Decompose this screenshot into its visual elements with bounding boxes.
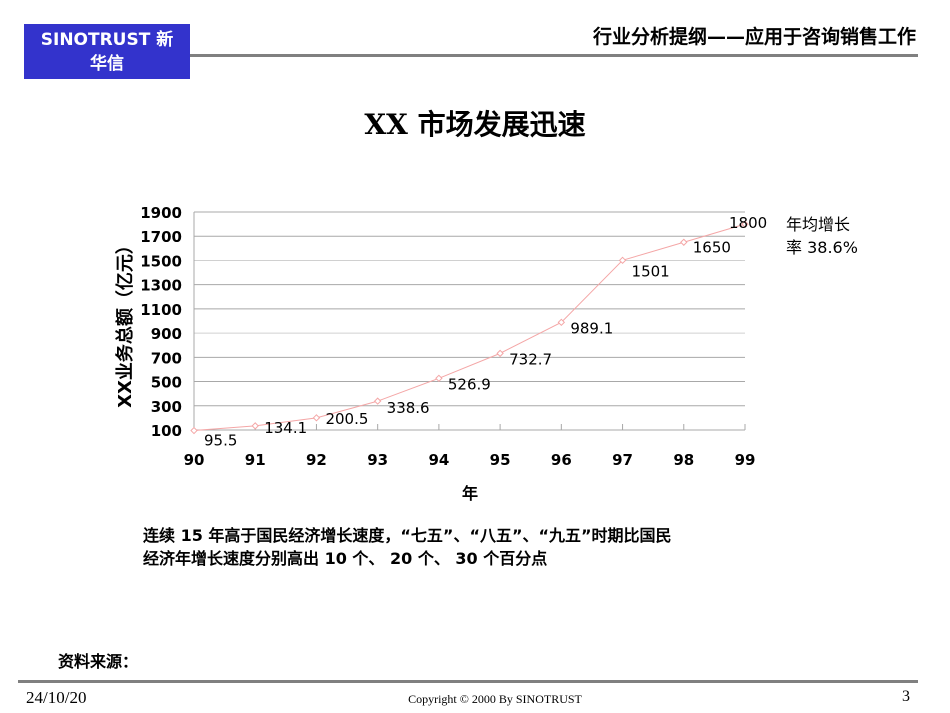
note-line-2: 经济年增长速度分别高出 10 个、 20 个、 30 个百分点 [143,549,548,568]
data-point-marker [496,349,504,358]
data-label: 526.9 [448,375,491,393]
data-label: 1650 [693,238,731,256]
x-axis-label: 年 [462,484,479,503]
data-label: 1800 [729,214,767,232]
data-label: 732.7 [509,350,552,368]
annotation-line-1: 年均增长 [786,215,851,234]
y-tick-label: 1900 [140,204,182,222]
data-point-marker [618,256,627,265]
data-point-marker [251,422,259,430]
x-tick-label: 92 [306,451,327,469]
y-axis-ticks: 100 300 500 700 900 1100 1300 1500 1700 1900 [140,204,182,440]
footer-date: 24/10/20 [26,688,87,707]
data-labels: 95.5 134.1 200.5 338.6 526.9 732.7 989.1 1501 16… [204,214,767,449]
chart-gridlines [193,211,746,431]
data-point-marker [557,318,566,327]
note-line-1: 连续 15 年高于国民经济增长速度，“七五”、“八五”、“九五”时期比国民 [143,526,672,545]
y-axis-label: XX业务总额（亿元） [115,236,136,408]
x-tick-label: 90 [184,451,205,469]
x-tick-label: 97 [612,451,633,469]
y-tick-label: 300 [151,398,182,416]
y-tick-label: 1700 [140,228,182,246]
data-label: 989.1 [570,319,613,337]
data-point-marker [435,374,443,383]
x-axis-ticks: 90 91 92 93 94 95 96 97 98 99 [184,451,756,469]
x-tick-label: 94 [428,451,449,469]
page-number: 3 [902,688,910,705]
logo-line-1: SINOTRUST 新 [40,30,174,50]
data-label: 200.5 [325,410,368,428]
annotation-line-2: 率 38.6% [786,238,858,257]
growth-annotation: 年均增长 率 38.6% [786,213,858,259]
x-tick-label: 96 [551,451,572,469]
y-tick-label: 1100 [140,301,182,319]
data-point-marker [190,426,198,435]
data-point-marker [680,238,688,246]
slide-title: XX 市场发展迅速 [364,108,586,141]
summary-note: 连续 15 年高于国民经济增长速度，“七五”、“八五”、“九五”时期比国民 经济… [143,524,672,570]
footer-divider [18,680,918,683]
logo-line-2: 华信 [90,54,124,74]
data-point-marker [373,397,382,405]
y-tick-label: 100 [151,422,182,440]
y-tick-label: 500 [151,374,182,392]
x-tick-label: 95 [490,451,511,469]
y-tick-label: 900 [151,325,182,343]
data-label: 1501 [632,262,670,280]
data-label: 134.1 [264,419,307,437]
x-tick-label: 99 [735,451,756,469]
y-tick-label: 700 [151,349,182,367]
y-tick-label: 1500 [140,252,182,270]
footer-copyright: Copyright © 2000 By SINOTRUST [408,692,582,706]
source-label: 资料来源： [58,652,139,671]
data-label: 95.5 [204,432,237,450]
x-tick-label: 91 [245,451,266,469]
header-title: 行业分析提纲——应用于咨询销售工作 [592,26,916,48]
y-tick-label: 1300 [140,277,182,295]
data-label: 338.6 [387,399,430,417]
data-point-marker [741,220,749,228]
chart-series-line [190,220,749,435]
x-tick-label: 93 [367,451,388,469]
header-divider [190,54,918,57]
x-tick-label: 98 [673,451,694,469]
data-point-marker [312,414,321,422]
company-logo: SINOTRUST 新 华信 [24,24,190,79]
